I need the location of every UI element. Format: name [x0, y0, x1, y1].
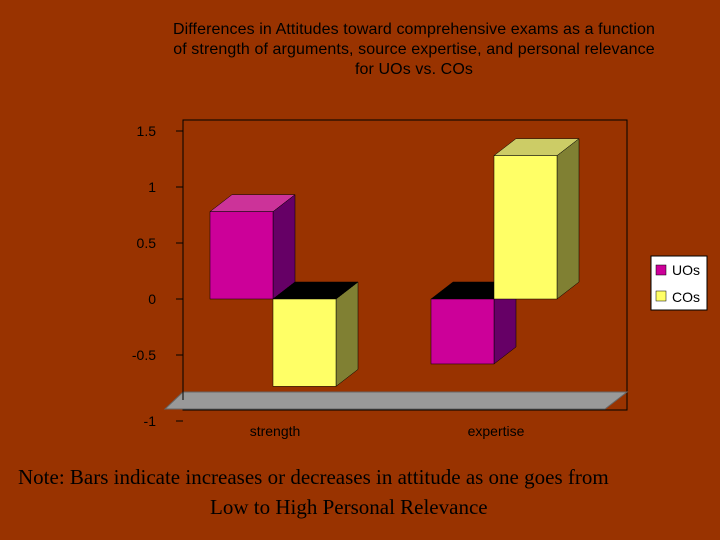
y-axis-ticks: 1.5 1 0.5 0 -0.5 -1: [132, 123, 183, 429]
y-tick-label: -1: [144, 413, 157, 429]
chart-title-line-2: of strength of arguments, source experti…: [173, 41, 655, 58]
y-tick-label: -0.5: [132, 347, 156, 363]
footnote-line-1: Note: Bars indicate increases or decreas…: [18, 465, 609, 489]
bar-front: [493, 155, 558, 300]
bar-uos-strength: [209, 194, 296, 300]
y-tick-label: 1.5: [137, 123, 157, 139]
bar-cos-strength: [272, 281, 359, 387]
footnote-line-2: Low to High Personal Relevance: [210, 495, 488, 519]
legend-label-uos: UOs: [672, 262, 700, 278]
legend-label-cos: COs: [672, 289, 700, 305]
chart-floor: [163, 391, 629, 410]
chart-title-line-1: Differences in Attitudes toward comprehe…: [172, 21, 655, 38]
bar-front: [272, 298, 337, 387]
y-tick-label: 1: [148, 179, 156, 195]
x-tick-label-strength: strength: [250, 423, 301, 439]
bar-side: [556, 138, 580, 300]
x-axis-labels: strength expertise: [250, 423, 525, 439]
bar-side: [335, 281, 359, 387]
legend-swatch-cos: [655, 290, 667, 302]
x-tick-label-expertise: expertise: [468, 423, 525, 439]
y-tick-label: 0.5: [137, 235, 157, 251]
chart-title-line-3: for UOs vs. COs: [355, 61, 473, 78]
legend-swatch-uos: [655, 264, 667, 276]
footnote: Note: Bars indicate increases or decreas…: [18, 462, 720, 522]
bars-group: [209, 138, 580, 387]
chart-title: Differences in Attitudes toward comprehe…: [100, 20, 720, 80]
bar-front: [209, 211, 274, 300]
bar-cos-expertise: [493, 138, 580, 300]
bar-front: [430, 298, 495, 365]
bar-side: [272, 194, 296, 300]
legend: UOs COs: [650, 255, 708, 311]
y-tick-label: 0: [148, 291, 156, 307]
